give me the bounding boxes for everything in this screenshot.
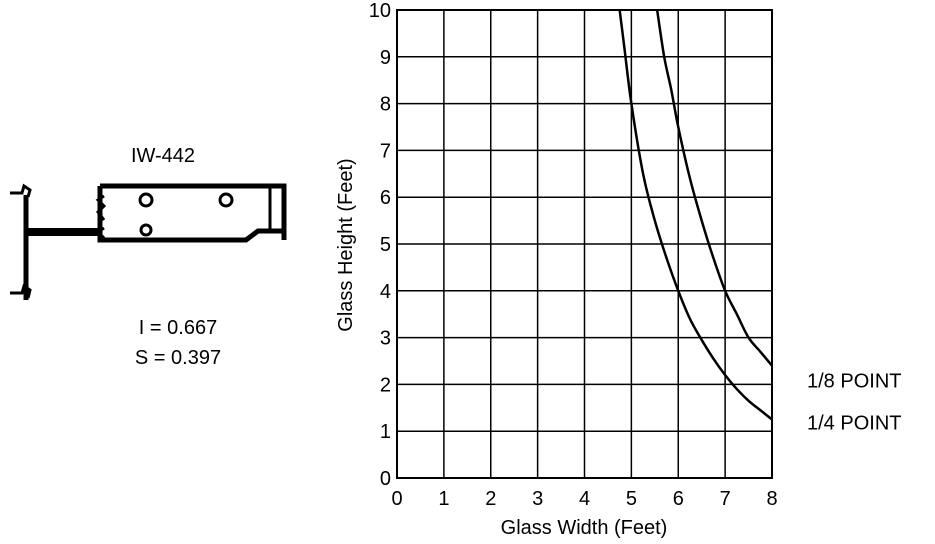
y-tick-label-4: 4 bbox=[380, 281, 391, 303]
grid-lines bbox=[396, 9, 773, 479]
y-tick-label-9: 9 bbox=[380, 47, 391, 69]
x-tick-label-1: 1 bbox=[438, 488, 449, 510]
x-tick-label-6: 6 bbox=[673, 488, 684, 510]
profile-drawing bbox=[10, 183, 287, 300]
profile-screw-boss-2 bbox=[218, 192, 234, 208]
y-tick-label-3: 3 bbox=[380, 328, 391, 350]
y-tick-label-8: 8 bbox=[380, 94, 391, 116]
y-axis-label: Glass Height (Feet) bbox=[335, 158, 357, 331]
y-tick-labels: 0 1 2 3 4 5 6 7 8 9 10 bbox=[369, 0, 391, 490]
profile-glazing-pocket bbox=[95, 194, 107, 240]
y-tick-label-10: 10 bbox=[369, 0, 391, 22]
y-tick-label-0: 0 bbox=[380, 468, 391, 490]
x-tick-label-4: 4 bbox=[579, 488, 590, 510]
x-tick-label-3: 3 bbox=[532, 488, 543, 510]
profile-name: IW-442 bbox=[131, 145, 195, 167]
profile-mullion-top-fin bbox=[10, 183, 32, 198]
x-tick-label-8: 8 bbox=[766, 488, 777, 510]
profile-screw-boss-3 bbox=[139, 223, 153, 237]
x-tick-label-0: 0 bbox=[391, 488, 402, 510]
y-tick-label-1: 1 bbox=[380, 421, 391, 443]
profile-mullion-bottom-fin bbox=[10, 283, 32, 299]
series-label-0: 1/8 POINT bbox=[807, 371, 901, 393]
y-tick-label-7: 7 bbox=[380, 140, 391, 162]
series-line-1 bbox=[618, 9, 773, 421]
y-tick-label-5: 5 bbox=[380, 234, 391, 256]
section-modulus: S = 0.397 bbox=[135, 347, 221, 369]
x-axis-label: Glass Width (Feet) bbox=[501, 517, 668, 539]
plot-frame bbox=[396, 9, 773, 479]
profile-box bbox=[97, 183, 287, 243]
y-tick-label-2: 2 bbox=[380, 374, 391, 396]
series-label-1: 1/4 POINT bbox=[807, 413, 901, 435]
profile-screw-boss-1 bbox=[138, 192, 154, 208]
series-line-0 bbox=[655, 9, 773, 367]
series-labels: 1/8 POINT 1/4 POINT bbox=[807, 371, 901, 435]
x-tick-labels: 0 1 2 3 4 5 6 7 8 bbox=[391, 488, 777, 510]
x-tick-label-2: 2 bbox=[485, 488, 496, 510]
plot-area: 0 1 2 3 4 5 6 7 8 0 1 2 3 4 5 6 7 8 9 10 1/8 POINT 1/4 POIN… bbox=[369, 0, 902, 510]
x-tick-label-7: 7 bbox=[720, 488, 731, 510]
moment-of-inertia: I = 0.667 bbox=[139, 317, 217, 339]
y-tick-label-6: 6 bbox=[380, 187, 391, 209]
series-lines bbox=[618, 9, 773, 421]
x-tick-label-5: 5 bbox=[626, 488, 637, 510]
